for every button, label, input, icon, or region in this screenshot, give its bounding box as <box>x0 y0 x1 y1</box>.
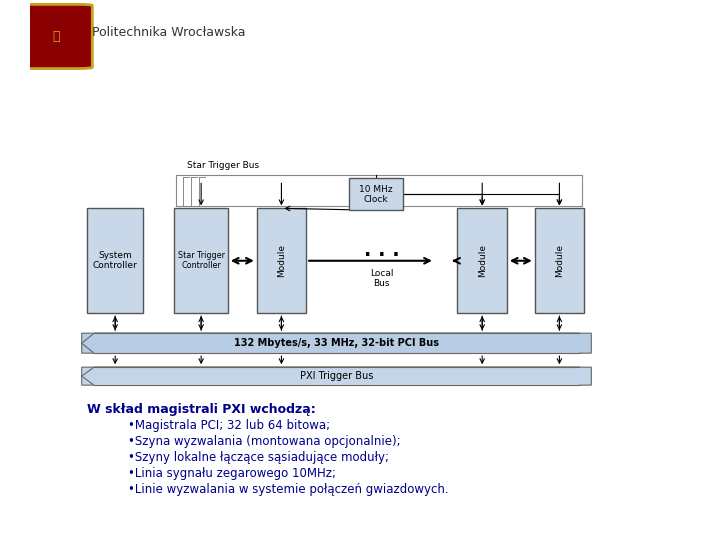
Text: •Szyna wyzwalania (montowana opcjonalnie);: •Szyna wyzwalania (montowana opcjonalnie… <box>128 435 400 448</box>
Text: •Linia sygnału zegarowego 10MHz;: •Linia sygnału zegarowego 10MHz; <box>128 467 336 480</box>
Text: Politechnika Wrocławska: Politechnika Wrocławska <box>92 26 246 39</box>
Bar <box>257 208 306 313</box>
Bar <box>94 333 579 353</box>
Bar <box>535 208 584 313</box>
Bar <box>94 367 579 385</box>
Text: 10 MHz
Clock: 10 MHz Clock <box>359 185 393 204</box>
Text: Module: Module <box>277 244 286 277</box>
Text: Local
Bus: Local Bus <box>370 269 394 288</box>
Text: •Linie wyzwalania w systemie połączeń gwiazdowych.: •Linie wyzwalania w systemie połączeń gw… <box>128 483 449 496</box>
Text: •Magistrala PCI; 32 lub 64 bitowa;: •Magistrala PCI; 32 lub 64 bitowa; <box>128 419 330 432</box>
Bar <box>349 178 403 210</box>
Text: 132 Mbytes/s, 33 MHz, 32-bit PCI Bus: 132 Mbytes/s, 33 MHz, 32-bit PCI Bus <box>234 338 439 348</box>
FancyArrow shape <box>81 333 591 353</box>
Bar <box>174 208 228 313</box>
FancyBboxPatch shape <box>20 4 92 69</box>
FancyArrow shape <box>81 367 591 385</box>
FancyArrow shape <box>81 333 591 353</box>
Text: W skład magistrali PXI wchodzą:: W skład magistrali PXI wchodzą: <box>87 403 315 416</box>
Text: •Szyny lokalne łączące sąsiadujące moduły;: •Szyny lokalne łączące sąsiadujące moduł… <box>128 451 389 464</box>
FancyArrow shape <box>81 367 591 385</box>
Bar <box>176 176 582 206</box>
Text: Star Trigger Bus: Star Trigger Bus <box>186 161 259 170</box>
Text: 🦅: 🦅 <box>52 30 60 43</box>
Text: Module: Module <box>555 244 564 277</box>
Text: Module: Module <box>477 244 487 277</box>
Bar <box>87 208 143 313</box>
Text: · · ·: · · · <box>364 246 400 265</box>
Bar <box>457 208 507 313</box>
Text: Star Trigger
Controller: Star Trigger Controller <box>178 251 225 271</box>
Text: PXI Trigger Bus: PXI Trigger Bus <box>300 371 373 381</box>
Text: Magistrala systemu PXI:: Magistrala systemu PXI: <box>44 86 253 100</box>
Text: System
Controller: System Controller <box>93 251 138 271</box>
